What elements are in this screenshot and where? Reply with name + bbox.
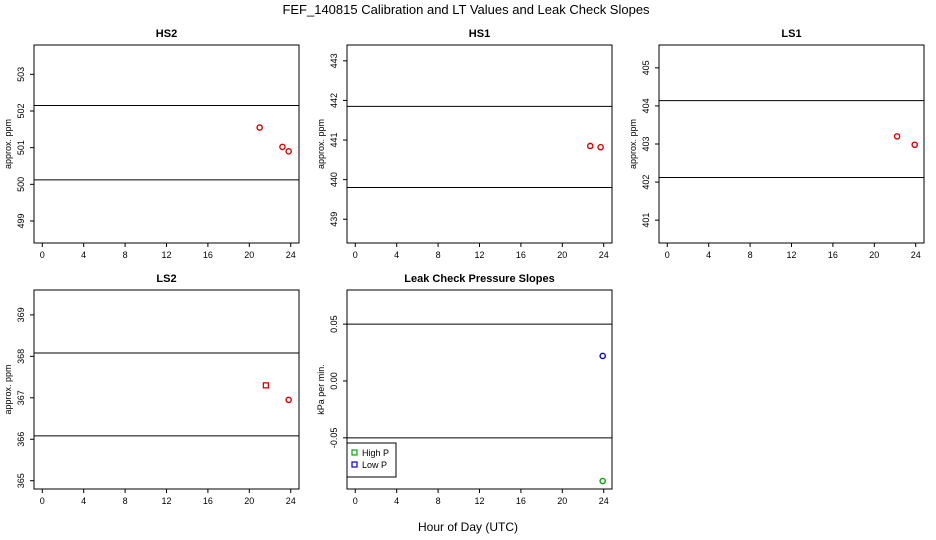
- x-tick-label: 20: [557, 250, 567, 260]
- x-tick-label: 12: [161, 496, 171, 506]
- y-tick-label: -0.05: [329, 428, 339, 449]
- y-tick-label: 367: [16, 390, 26, 405]
- plot-frame: [33, 44, 300, 244]
- x-tick-label: 8: [123, 250, 128, 260]
- chart-panel-4: LS2 0 4 8 12 16 20 24 365 366 367 368 369 approx. ppm: [3, 273, 300, 506]
- y-axis-label: approx. ppm: [3, 119, 13, 169]
- x-tick-label: 8: [436, 496, 441, 506]
- y-tick-label: 502: [16, 103, 26, 118]
- x-tick-label: 24: [599, 250, 609, 260]
- y-tick-label: 405: [641, 60, 651, 75]
- figure-title: FEF_140815 Calibration and LT Values and…: [282, 2, 650, 17]
- y-tick-label: 503: [16, 67, 26, 82]
- data-point: [599, 477, 606, 485]
- x-tick-label: 0: [353, 496, 358, 506]
- y-tick-label: 500: [16, 177, 26, 192]
- y-tick-label: 401: [641, 213, 651, 228]
- data-point: [597, 143, 604, 151]
- x-tick-label: 12: [161, 250, 171, 260]
- x-tick-label: 24: [599, 496, 609, 506]
- x-tick-label: 20: [869, 250, 879, 260]
- data-point: [586, 142, 594, 150]
- x-tick-label: 16: [203, 496, 213, 506]
- y-axis-label: approx. ppm: [3, 364, 13, 414]
- plot-frame: [658, 44, 925, 244]
- y-axis-label: kPa per min.: [316, 364, 326, 415]
- x-tick-label: 16: [516, 496, 526, 506]
- data-point: [262, 382, 270, 389]
- x-tick-label: 16: [516, 250, 526, 260]
- x-tick-label: 4: [81, 496, 86, 506]
- x-tick-label: 0: [353, 250, 358, 260]
- y-tick-label: 440: [329, 172, 339, 187]
- x-tick-label: 16: [828, 250, 838, 260]
- chart-panel-5: Leak Check Pressure Slopes 0 4 8 12 16 20 24 -0.…: [316, 273, 613, 506]
- y-axis-label: approx. ppm: [316, 119, 326, 169]
- y-tick-label: 0.05: [329, 315, 339, 333]
- x-tick-label: 8: [436, 250, 441, 260]
- y-tick-label: 366: [16, 432, 26, 447]
- y-tick-label: 368: [16, 349, 26, 364]
- legend-label: Low P: [362, 460, 387, 470]
- y-tick-label: 0.00: [329, 372, 339, 390]
- y-tick-label: 441: [329, 133, 339, 148]
- plot-frame: [346, 44, 613, 244]
- x-axis-label: Hour of Day (UTC): [418, 520, 518, 534]
- x-tick-label: 16: [203, 250, 213, 260]
- x-tick-label: 20: [244, 250, 254, 260]
- data-point: [599, 352, 606, 360]
- data-point: [911, 141, 918, 149]
- data-point: [285, 396, 292, 404]
- chart-panel-1: HS2 0 4 8 12 16 20 24 499 500 501 502 503 approx. ppm: [3, 28, 300, 260]
- panel-title: Leak Check Pressure Slopes: [404, 273, 554, 285]
- x-tick-label: 0: [665, 250, 670, 260]
- y-axis-label: approx. ppm: [628, 119, 638, 169]
- x-tick-label: 24: [286, 496, 296, 506]
- panel-title: HS2: [156, 28, 177, 40]
- x-tick-label: 20: [557, 496, 567, 506]
- legend-box: [346, 442, 397, 478]
- x-tick-label: 12: [786, 250, 796, 260]
- y-tick-label: 439: [329, 212, 339, 227]
- y-tick-label: 499: [16, 213, 26, 228]
- panel-title: LS1: [781, 28, 801, 40]
- data-point: [256, 124, 263, 131]
- legend-marker: [351, 461, 358, 468]
- y-tick-label: 443: [329, 53, 339, 68]
- x-tick-label: 24: [286, 250, 296, 260]
- y-tick-label: 442: [329, 93, 339, 108]
- chart-panel-3: LS1 0 4 8 12 16 20 24 401 402 403 404 405 approx. ppm: [628, 28, 925, 260]
- legend-marker: [351, 449, 358, 456]
- data-point: [285, 148, 292, 155]
- x-tick-label: 8: [748, 250, 753, 260]
- y-tick-label: 501: [16, 140, 26, 155]
- panel-title: HS1: [469, 28, 490, 40]
- y-tick-label: 402: [641, 175, 651, 190]
- x-tick-label: 4: [81, 250, 86, 260]
- x-tick-label: 4: [394, 250, 399, 260]
- x-tick-label: 4: [394, 496, 399, 506]
- x-tick-label: 12: [474, 250, 484, 260]
- legend: High P Low P: [346, 442, 397, 478]
- data-point: [893, 133, 901, 140]
- panels: HS2 0 4 8 12 16 20 24 499 500 501 502 503 approx. ppm…: [3, 28, 925, 506]
- x-tick-label: 20: [244, 496, 254, 506]
- x-tick-label: 24: [911, 250, 921, 260]
- y-tick-label: 404: [641, 98, 651, 113]
- panel-title: LS2: [156, 273, 176, 285]
- plot-frame: [33, 289, 300, 490]
- y-tick-label: 369: [16, 307, 26, 322]
- data-point: [279, 143, 286, 151]
- x-tick-label: 4: [706, 250, 711, 260]
- legend-label: High P: [362, 448, 389, 458]
- chart-panel-2: HS1 0 4 8 12 16 20 24 439 440 441 442 443 approx. ppm: [316, 28, 613, 260]
- x-tick-label: 0: [40, 250, 45, 260]
- x-tick-label: 8: [123, 496, 128, 506]
- x-tick-label: 0: [40, 496, 45, 506]
- y-tick-label: 365: [16, 473, 26, 488]
- y-tick-label: 403: [641, 136, 651, 151]
- x-tick-label: 12: [474, 496, 484, 506]
